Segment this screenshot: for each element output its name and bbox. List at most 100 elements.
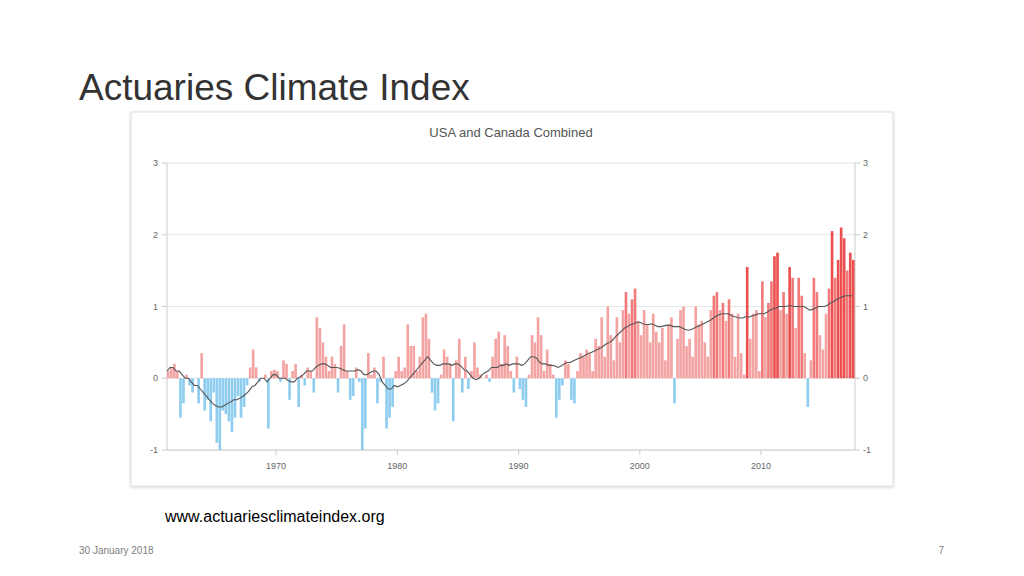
bar bbox=[655, 332, 658, 379]
y-tick-label: 0 bbox=[153, 373, 158, 383]
bar bbox=[452, 378, 455, 421]
bar bbox=[576, 371, 579, 378]
bar bbox=[416, 371, 419, 378]
bar bbox=[588, 353, 591, 378]
bar bbox=[212, 378, 215, 392]
y2-tick bbox=[855, 234, 860, 235]
bar bbox=[616, 317, 619, 378]
bar bbox=[767, 303, 770, 378]
bar bbox=[728, 299, 731, 378]
bar bbox=[234, 378, 237, 417]
bar bbox=[312, 378, 315, 392]
bar bbox=[640, 335, 643, 378]
slide-background bbox=[0, 0, 1024, 576]
bar bbox=[482, 378, 485, 379]
bar bbox=[737, 314, 740, 379]
bar bbox=[643, 310, 646, 378]
bar bbox=[494, 339, 497, 378]
bar bbox=[625, 292, 628, 378]
x-tick-label: 1970 bbox=[266, 461, 286, 471]
bar bbox=[519, 378, 522, 389]
bar bbox=[197, 378, 200, 403]
bar bbox=[246, 378, 249, 385]
bar bbox=[506, 346, 509, 378]
bar bbox=[255, 367, 258, 378]
y2-tick bbox=[855, 450, 860, 451]
bar bbox=[740, 353, 743, 378]
bar bbox=[822, 350, 825, 379]
bar bbox=[516, 357, 519, 379]
bar bbox=[349, 378, 352, 400]
bar bbox=[843, 238, 846, 378]
bar bbox=[543, 371, 546, 378]
bar bbox=[291, 371, 294, 378]
bar bbox=[613, 360, 616, 378]
bar bbox=[297, 378, 300, 407]
bar bbox=[746, 267, 749, 378]
bar bbox=[243, 378, 246, 407]
bar bbox=[840, 228, 843, 379]
bar bbox=[461, 378, 464, 392]
bar bbox=[561, 378, 564, 385]
x-axis-line bbox=[167, 450, 855, 451]
bar bbox=[800, 296, 803, 379]
bar bbox=[634, 289, 637, 379]
bar bbox=[485, 375, 488, 379]
bar bbox=[215, 378, 218, 443]
grid-line bbox=[167, 234, 855, 235]
grid-line bbox=[167, 163, 855, 164]
bar bbox=[555, 378, 558, 417]
bar bbox=[431, 378, 434, 392]
bar bbox=[409, 346, 412, 378]
y2-tick-label: 3 bbox=[863, 158, 868, 168]
grid-line bbox=[167, 450, 855, 451]
bar bbox=[425, 314, 428, 379]
bar bbox=[237, 378, 240, 396]
chart-title: USA and Canada Combined bbox=[429, 125, 592, 140]
x-tick bbox=[518, 450, 519, 455]
bar bbox=[464, 357, 467, 379]
y2-tick bbox=[855, 306, 860, 307]
bar bbox=[752, 314, 755, 379]
x-tick bbox=[761, 450, 762, 455]
page-number: 7 bbox=[938, 545, 944, 556]
bar bbox=[622, 310, 625, 378]
x-tick bbox=[397, 450, 398, 455]
y-tick-label: -1 bbox=[150, 445, 158, 455]
bar bbox=[194, 378, 197, 379]
source-url: www.actuariesclimateindex.org bbox=[164, 508, 385, 525]
slide: Actuaries Climate IndexUSA and Canada Co… bbox=[0, 0, 1024, 576]
bar bbox=[685, 346, 688, 378]
bar bbox=[249, 367, 252, 378]
bar bbox=[306, 367, 309, 378]
x-tick-label: 2010 bbox=[751, 461, 771, 471]
bar bbox=[573, 378, 576, 403]
bar bbox=[837, 260, 840, 378]
bar bbox=[225, 378, 228, 414]
bar bbox=[455, 360, 458, 378]
bar bbox=[819, 335, 822, 378]
bar bbox=[749, 339, 752, 378]
slide-date: 30 January 2018 bbox=[79, 545, 154, 556]
bar bbox=[503, 335, 506, 378]
bar bbox=[200, 353, 203, 378]
bar bbox=[734, 357, 737, 379]
bar bbox=[658, 342, 661, 378]
y2-axis-line bbox=[855, 163, 856, 450]
bar bbox=[619, 342, 622, 378]
bar bbox=[594, 339, 597, 378]
bar bbox=[497, 332, 500, 379]
bar bbox=[582, 357, 585, 379]
x-tick bbox=[276, 450, 277, 455]
bar bbox=[316, 317, 319, 378]
y2-tick-label: -1 bbox=[863, 445, 871, 455]
bar bbox=[791, 278, 794, 378]
bar bbox=[228, 378, 231, 421]
bar bbox=[797, 278, 800, 378]
bar bbox=[370, 375, 373, 379]
bar bbox=[282, 360, 285, 378]
bar bbox=[267, 378, 270, 428]
bar bbox=[558, 378, 561, 400]
bar bbox=[755, 310, 758, 378]
bar bbox=[334, 364, 337, 378]
